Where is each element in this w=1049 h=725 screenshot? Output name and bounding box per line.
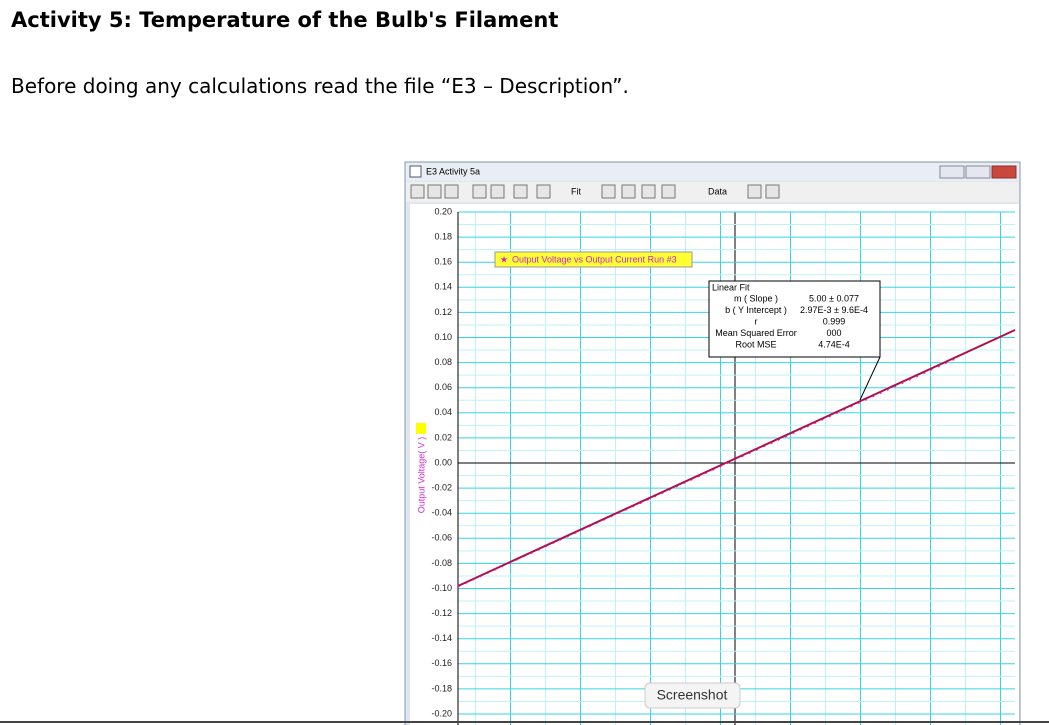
y-tick-label: 0.16 <box>434 257 452 267</box>
y-tick-label: -0.16 <box>431 658 452 668</box>
y-tick-label: -0.10 <box>431 583 452 593</box>
y-tick-label: 0.06 <box>434 382 452 392</box>
fit-row-value: 000 <box>826 328 841 338</box>
y-tick-label: -0.04 <box>431 508 452 518</box>
y-tick-label: 0.14 <box>434 282 452 292</box>
close-button[interactable] <box>991 165 1017 179</box>
toolbar-icons <box>410 184 780 199</box>
annotation-text: Output Voltage vs Output Current Run #3 <box>512 254 677 264</box>
tooltip <box>644 682 741 709</box>
y-tick-label: -0.20 <box>431 708 452 718</box>
fit-row-label: b ( Y Intercept ) <box>725 305 787 315</box>
y-tick-label: 0.04 <box>434 407 452 417</box>
fit-row-value: 2.97E-3 ± 9.6E-4 <box>800 305 868 315</box>
y-tick-label: -0.08 <box>431 558 452 568</box>
tooltip-text: Screenshot <box>657 687 728 703</box>
intro-text: Before doing any calculations read the f… <box>11 74 629 98</box>
fit-row-value: 4.74E-4 <box>818 339 850 349</box>
y-tick-label: 0.08 <box>434 357 452 367</box>
toolbar <box>406 182 1019 202</box>
fit-line <box>457 329 1016 587</box>
y-tick-label: -0.06 <box>431 533 452 543</box>
fit-rows: m ( Slope ) 5.00 ± 0.077 b ( Y Intercept )… <box>715 293 868 349</box>
fit-row-label: Root MSE <box>735 339 776 349</box>
fit-row-label: m ( Slope ) <box>734 293 778 303</box>
minimize-button[interactable] <box>939 165 965 179</box>
y-tick-label: 0.02 <box>434 432 452 442</box>
y-tick-label: -0.12 <box>431 608 452 618</box>
fit-row-label: Mean Squared Error <box>715 328 797 338</box>
y-tick-label: 0.20 <box>434 206 452 216</box>
app-icon <box>409 165 422 178</box>
data-button[interactable]: Data <box>708 186 727 196</box>
title-bar <box>406 163 1019 181</box>
y-tick-label: -0.14 <box>431 633 452 643</box>
y-tick-label: 0.18 <box>434 231 452 241</box>
fit-button[interactable]: Fit <box>571 186 581 196</box>
fit-title: Linear Fit <box>712 282 750 292</box>
fit-pointer <box>859 356 881 401</box>
fit-box <box>708 280 881 358</box>
series-icon <box>416 423 426 434</box>
y-tick-label: 0.12 <box>434 307 452 317</box>
grid: 0.20 0.18 0.16 0.14 0.12 0.10 0.08 0.06 0.04 0.02… <box>431 206 1015 725</box>
fit-row-value: 0.999 <box>823 316 846 326</box>
fit-row-value: 5.00 ± 0.077 <box>809 293 859 303</box>
annotation-star: ★ <box>500 254 508 264</box>
y-tick-label: 0.10 <box>434 332 452 342</box>
heading: Activity 5: Temperature of the Bulb's Fi… <box>11 8 559 32</box>
y-axis-label: Output Voltage( V ) <box>416 437 426 514</box>
y-tick-label: -0.02 <box>431 482 452 492</box>
y-tick-label: 0.00 <box>434 457 452 467</box>
y-tick-label: -0.18 <box>431 683 452 693</box>
window-title: E3 Activity 5a <box>426 166 480 176</box>
annotation-box <box>494 251 693 268</box>
fit-row-label: r <box>755 316 758 326</box>
maximize-button[interactable] <box>965 165 991 179</box>
